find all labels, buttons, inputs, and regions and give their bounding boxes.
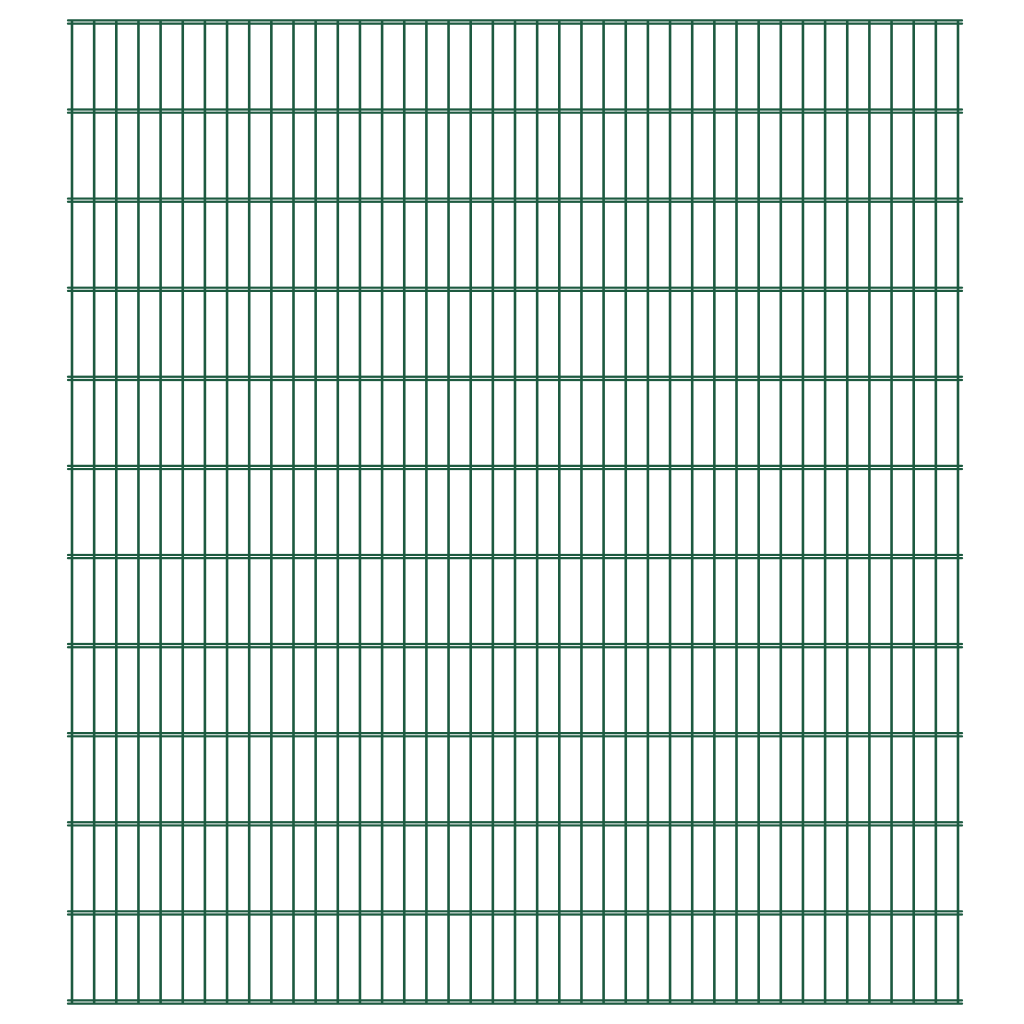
- vertical-wires: [70, 20, 960, 1004]
- horizontal-wires: [66, 19, 964, 1005]
